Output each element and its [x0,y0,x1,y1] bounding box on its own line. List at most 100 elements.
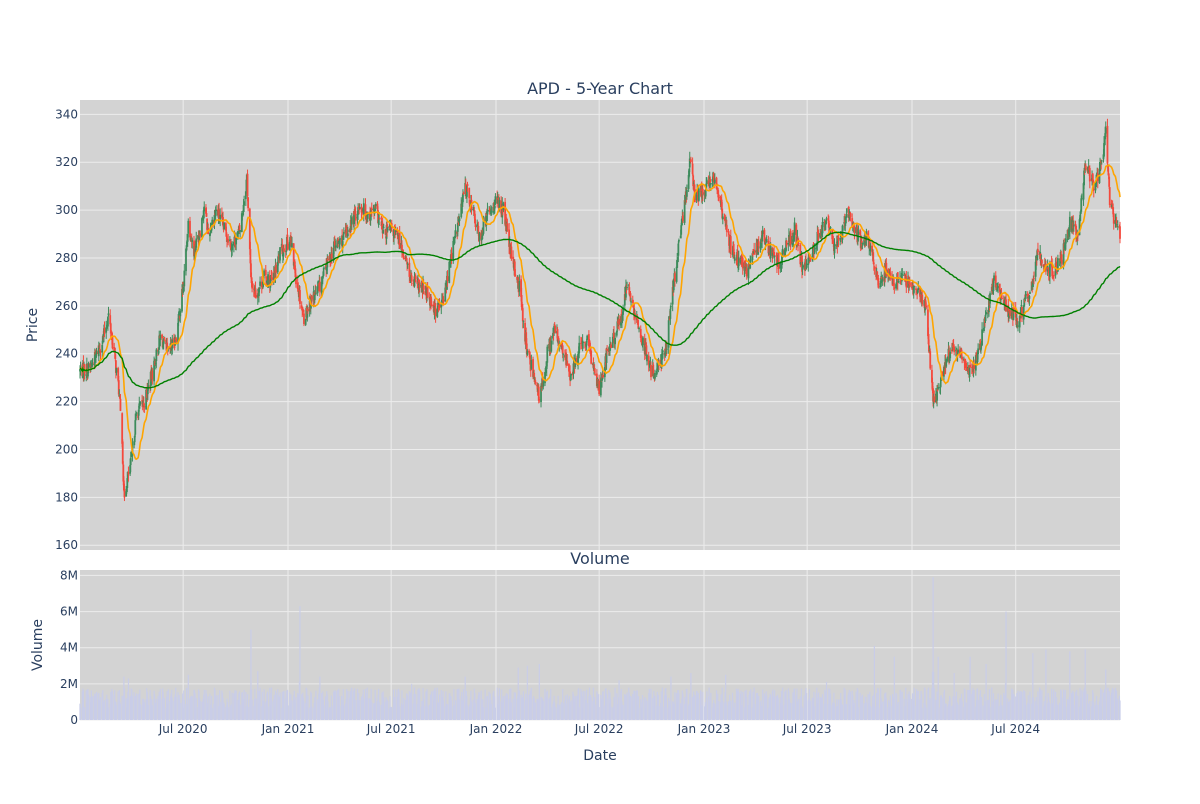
candle-body [757,239,760,255]
candle-body [767,241,770,254]
candle-body [227,239,230,243]
candle-body [761,235,764,242]
candle-body [442,299,445,303]
date-tick-label: Jul 2024 [990,722,1040,736]
candle-body [872,252,875,262]
candle-body [456,231,459,234]
candle-body [428,298,431,300]
volume-bar [494,707,497,720]
candle-body [764,240,767,245]
candle-body [157,350,160,354]
candle-body [374,205,377,208]
volume-bar [602,691,604,720]
volume-bar [379,705,381,720]
candle-body [979,342,982,351]
candle-body [446,275,448,290]
candle-body [516,276,518,280]
candle-body [1043,264,1046,266]
volume-y-ticks: 0 2M 4M 6M 8M [60,568,78,727]
candle-body [243,201,246,206]
candle-body [1112,213,1115,224]
volume-bar [1049,703,1051,720]
candle-body [675,266,678,282]
candle-body [87,363,90,371]
volume-bar [534,702,536,720]
candle-body [357,207,359,215]
candle-body [733,252,736,259]
candle-body [749,260,752,269]
candle-body [773,256,776,258]
candle-body [434,308,437,316]
candle-body [256,293,259,298]
volume-bar [375,697,377,720]
candle-body [640,339,643,341]
candle-body [650,365,652,378]
candle-body [493,205,496,209]
candle-body [452,240,455,261]
candle-body [639,328,642,338]
candle-body [765,241,768,243]
volume-bar [482,707,485,720]
candle-body [950,349,953,352]
candle-body [138,404,141,406]
candle-body [720,199,723,207]
volume-bar [1081,690,1083,720]
volume-bar [307,695,309,720]
candle-body [928,350,931,353]
candle-body [382,227,385,229]
volume-bar [1025,704,1027,720]
candle-body [939,383,942,388]
candle-body [1010,309,1013,319]
candle-body [329,262,332,263]
candle-body [122,464,125,482]
volume-bar [151,705,153,720]
volume-bar [738,691,740,720]
candle-body [236,231,239,239]
candle-body [248,208,251,250]
volume-bar [660,691,662,720]
candle-body [295,275,297,285]
candle-body [1055,262,1058,267]
candle-body [1107,173,1110,175]
candle-body [721,216,724,220]
candle-body [931,381,934,391]
candle-body [900,272,903,279]
volume-bar [478,693,481,720]
candle-body [393,229,395,239]
candle-body [313,291,316,301]
candle-body [691,163,694,175]
candle-body [341,241,344,249]
candle-body [676,257,679,260]
volume-bar [809,701,812,720]
volume-bar [275,692,277,720]
volume-bar [1033,700,1035,720]
volume-bar [371,702,373,720]
candle-body [177,322,179,344]
candle-body [500,200,503,214]
candle-body [807,257,810,266]
candle-body [173,337,175,346]
volume-bar [518,690,520,720]
volume-bar [662,706,664,720]
candle-body [937,386,940,389]
candle-body [756,242,758,251]
candle-body [191,239,194,242]
volume-tick-label: 0 [70,713,78,727]
candle-body [683,200,686,223]
candle-body [1104,127,1107,134]
candle-body [712,173,715,179]
candle-body [981,329,983,346]
candle-body [287,243,289,249]
candle-body [294,268,297,278]
candle-body [529,355,532,365]
candle-body [1079,214,1082,221]
candle-body [669,308,672,319]
candle-body [688,168,691,177]
volume-bar [670,676,672,720]
candle-body [586,335,589,340]
volume-bar [690,673,692,720]
volume-bar [367,698,369,720]
candle-body [704,190,707,197]
candle-body [406,263,409,265]
price-tick-label: 260 [55,299,78,313]
